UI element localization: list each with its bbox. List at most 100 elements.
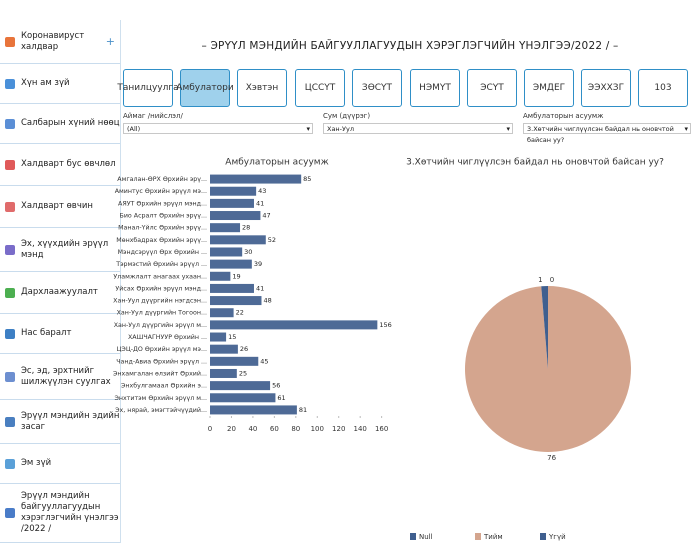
- y-tick-label: Мөнхбадрах Өрхийн эрүү...: [116, 236, 207, 244]
- bar: [210, 344, 238, 354]
- bar: [210, 174, 302, 184]
- bar: [210, 283, 254, 293]
- legend-swatch: [540, 533, 546, 540]
- chart-title: 3.Хөтчийн чиглүүлсэн байдал нь оновчтой …: [406, 158, 664, 168]
- sidebar-label: Халдварт өвчин: [21, 201, 93, 211]
- bar: [210, 332, 227, 342]
- sidebar-icon: [5, 36, 15, 47]
- sidebar-icon: [5, 328, 15, 339]
- y-tick-label: Тэрмэстий Өрхийн эрүүл ...: [115, 260, 207, 268]
- sidebar-item[interactable]: Хүн ам зүй: [0, 64, 120, 104]
- data-label: 52: [268, 236, 276, 244]
- legend-swatch: [475, 533, 481, 540]
- sidebar-item[interactable]: Эрүүл мэндийн эдийн засаг: [0, 400, 120, 444]
- data-label: 76: [547, 454, 556, 462]
- x-tick-label: 60: [270, 425, 279, 433]
- data-label: 41: [256, 199, 264, 207]
- y-tick-label: ХАШЧАГНУУР Өрхийн ...: [128, 333, 207, 341]
- legend-label: Тийм: [483, 533, 503, 541]
- tab[interactable]: ЭМДЕГ: [524, 69, 574, 107]
- sidebar-item[interactable]: Дархлаажуулалт: [0, 272, 120, 314]
- sidebar-icon: [5, 244, 15, 255]
- tab[interactable]: 103: [638, 69, 688, 107]
- y-tick-label: Био Асралт Өрхийн эрүү...: [120, 212, 207, 220]
- legend-label: Үгүй: [548, 533, 566, 541]
- tab[interactable]: Танилцуулга: [117, 69, 179, 107]
- sidebar-icon: [5, 287, 15, 298]
- bar: [210, 247, 243, 257]
- page-title: – ЭРҮҮЛ МЭНДИЙН БАЙГУУЛЛАГУУДЫН ХЭРЭГЛЭГ…: [201, 40, 619, 52]
- filter-dropdown[interactable]: Хан-Уул: [323, 123, 513, 135]
- tab[interactable]: ЦССҮТ: [295, 69, 345, 107]
- pie-slice: [541, 286, 548, 369]
- sidebar-item[interactable]: Халдварт бус өвчлөл: [0, 144, 120, 186]
- y-tick-label: Манал-Үйлс Өрхийн эрүү...: [118, 224, 207, 232]
- y-tick-label: Уламжлалт анагаах ухаан...: [113, 273, 207, 280]
- tab[interactable]: ЭСҮТ: [467, 69, 517, 107]
- filter-dropdown[interactable]: 3.Хөтчийн чиглүүлсэн байдал нь оновчтой …: [523, 123, 691, 144]
- sidebar-item[interactable]: Нас баралт: [0, 314, 120, 354]
- x-tick-label: 160: [375, 425, 388, 433]
- sidebar-label: Эрүүл мэндийн байгууллагуудын хэрэглэгчи…: [21, 491, 119, 534]
- sidebar-item[interactable]: Салбарын хүний нөөц: [0, 104, 120, 144]
- data-label: 156: [379, 321, 391, 329]
- sidebar-item[interactable]: Эм зүй: [0, 444, 120, 484]
- bar: [210, 271, 231, 281]
- sidebar-icon: [5, 416, 15, 427]
- data-label: 48: [263, 297, 271, 305]
- sidebar-label: Салбарын хүний нөөц: [21, 118, 120, 128]
- sidebar-item[interactable]: Халдварт өвчин: [0, 186, 120, 228]
- pie-slice: [465, 286, 632, 452]
- y-tick-label: Чанд-Авиа Өрхийн эрүүл ...: [116, 357, 207, 365]
- sidebar-icon: [5, 159, 15, 170]
- filter-label: Амбулаторын асуумж: [523, 112, 604, 120]
- sidebar-label: Эрүүл мэндийн эдийн засаг: [21, 410, 120, 432]
- bar: [210, 320, 378, 330]
- data-label: 81: [299, 406, 307, 414]
- y-tick-label: Мэндсэрүүл Өрх Өрхийн ...: [118, 248, 207, 256]
- bar: [210, 356, 259, 366]
- data-label: 0: [550, 276, 554, 284]
- x-tick-label: 80: [291, 425, 300, 433]
- sidebar-item[interactable]: Эс, эд, эрхтнийг шилжүүлэн суулгах: [0, 354, 120, 400]
- bar: [210, 186, 257, 196]
- bar: [210, 259, 252, 269]
- tab[interactable]: ЭЭХХЗГ: [581, 69, 631, 107]
- y-tick-label: Энхамгалан өлзийт Өрхий...: [113, 369, 207, 377]
- x-tick-label: 40: [248, 425, 257, 433]
- bar: [210, 308, 234, 318]
- bar: [210, 211, 261, 221]
- data-label: 26: [240, 345, 248, 353]
- tab[interactable]: Амбулатори: [176, 69, 234, 107]
- data-label: 22: [236, 309, 244, 317]
- tab[interactable]: ЗӨСҮТ: [352, 69, 402, 107]
- sidebar-icon: [5, 508, 15, 518]
- bar: [210, 368, 237, 378]
- sidebar-item[interactable]: Эх, хүүхдийн эрүүл мэнд: [0, 228, 120, 272]
- sidebar-label: Эс, эд, эрхтнийг шилжүүлэн суулгах: [21, 365, 111, 387]
- tab[interactable]: НЭМҮТ: [410, 69, 460, 107]
- sidebar-label: Эх, хүүхдийн эрүүл мэнд: [21, 238, 109, 260]
- data-label: 30: [244, 248, 252, 256]
- y-tick-label: Хан-Уул дүүргийн Тогоон...: [117, 309, 207, 317]
- sidebar-item[interactable]: Коронавируст халдвар +: [0, 20, 120, 64]
- y-tick-label: Аминтус Өрхийн эрүүл мэ...: [115, 187, 207, 195]
- y-tick-label: Амгалан-ӨРХ Өрхийн эрү...: [117, 175, 207, 183]
- bar: [210, 296, 262, 306]
- y-tick-label: Хан-Уул дүүргийн нэгдсэн...: [113, 297, 207, 305]
- tab[interactable]: Хэвтэн: [237, 69, 287, 107]
- y-tick-label: Энхбулгамаал Өрхийн э...: [121, 382, 207, 390]
- data-label: 19: [232, 272, 240, 280]
- y-tick-label: ЦЭЦ-ДО Өрхийн эрүүл мэ...: [117, 345, 207, 353]
- x-tick-label: 140: [353, 425, 366, 433]
- filter-dropdown[interactable]: (All): [123, 123, 313, 135]
- legend-label: Null: [419, 533, 433, 541]
- y-tick-label: АЯУТ Өрхийн эрүүл мэнд...: [118, 199, 207, 207]
- data-label: 47: [262, 212, 270, 220]
- expand-icon[interactable]: +: [105, 35, 115, 48]
- data-label: 56: [272, 382, 280, 390]
- y-tick-label: Хан-Уул дүүргийн эрүүл м...: [114, 321, 207, 329]
- bar: [210, 223, 241, 233]
